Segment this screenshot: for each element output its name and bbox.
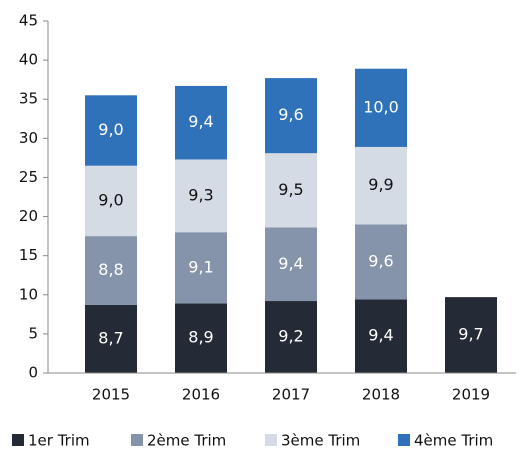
data-label: 9,0 (98, 190, 123, 209)
bar-segment (445, 297, 497, 373)
data-label: 9,1 (188, 257, 213, 276)
data-label: 9,5 (278, 180, 303, 199)
y-tick-label: 0 (28, 364, 38, 382)
bar-segment (265, 153, 317, 228)
legend-swatch (398, 434, 410, 446)
y-tick-label: 35 (19, 90, 38, 108)
y-tick-label: 10 (19, 285, 38, 303)
bar-segment (355, 68, 407, 147)
x-tick-label: 2015 (92, 386, 130, 404)
bar-segment (175, 232, 227, 304)
bar-segment (175, 85, 227, 160)
data-label: 9,4 (278, 254, 303, 273)
data-label: 9,9 (368, 175, 393, 194)
data-label: 9,2 (278, 327, 303, 346)
bar-segment (265, 227, 317, 302)
x-tick-label: 2018 (362, 386, 400, 404)
data-label: 9,3 (188, 185, 213, 204)
bar-segment (355, 299, 407, 373)
legend-swatch (265, 434, 277, 446)
bar-segment (355, 224, 407, 300)
legend-swatch (12, 434, 24, 446)
x-tick-label: 2017 (272, 386, 310, 404)
y-tick-label: 20 (19, 207, 38, 225)
data-label: 8,7 (98, 328, 123, 347)
data-label: 10,0 (363, 97, 399, 116)
data-label: 9,4 (188, 112, 213, 131)
bar-segment (85, 165, 137, 237)
legend-label: 2ème Trim (147, 432, 226, 450)
bar-segment (265, 78, 317, 154)
data-label: 9,7 (458, 325, 483, 344)
x-tick-label: 2016 (182, 386, 220, 404)
legend-label: 4ème Trim (414, 432, 493, 450)
data-label: 9,0 (98, 120, 123, 139)
legend-swatch (131, 434, 143, 446)
y-tick-label: 25 (19, 168, 38, 186)
bar-segment (355, 146, 407, 225)
y-tick-label: 40 (19, 51, 38, 69)
y-tick-label: 30 (19, 129, 38, 147)
bar-segment (85, 95, 137, 166)
data-label: 9,4 (368, 326, 393, 345)
bar-segment (265, 301, 317, 373)
data-label: 8,9 (188, 328, 213, 347)
bar-segment (85, 236, 137, 305)
bar-segment (85, 304, 137, 373)
x-tick-label: 2019 (452, 386, 490, 404)
y-tick-label: 45 (19, 12, 38, 30)
legend-label: 1er Trim (28, 432, 90, 450)
y-tick-label: 15 (19, 246, 38, 264)
legend-label: 3ème Trim (281, 432, 360, 450)
data-label: 9,6 (278, 105, 303, 124)
bar-segment (175, 159, 227, 233)
data-label: 9,6 (368, 251, 393, 270)
data-label: 8,8 (98, 260, 123, 279)
bar-segment (175, 303, 227, 373)
y-tick-label: 5 (28, 324, 38, 342)
